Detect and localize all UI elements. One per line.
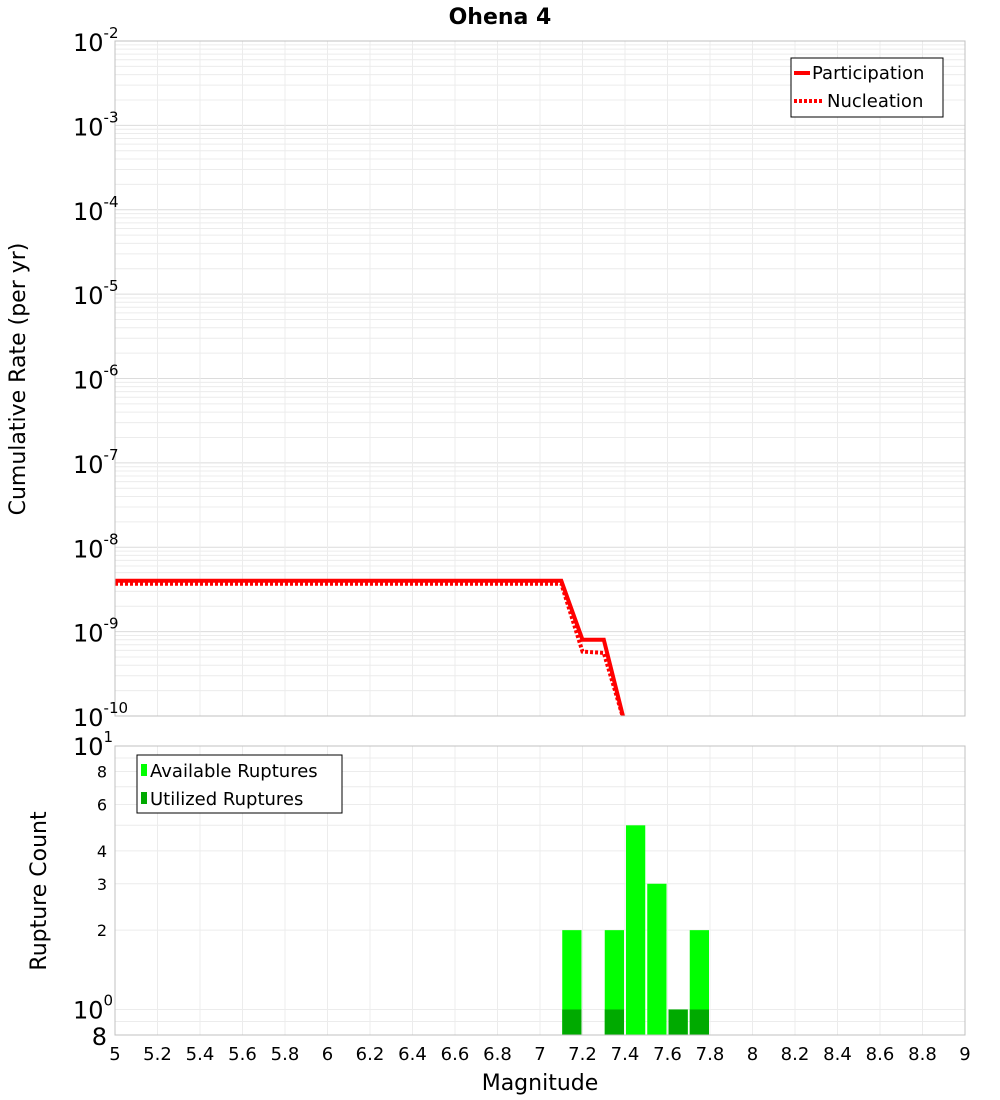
utilized-rupture-bar (604, 1009, 624, 1035)
top-y-tick-label: 10-3 (73, 108, 119, 141)
utilized-legend-label: Utilized Ruptures (150, 789, 303, 810)
top-plot-frame (114, 40, 966, 717)
top-y-tick-label: 10-2 (73, 24, 119, 57)
x-tick-label: 7 (534, 1044, 545, 1065)
bottom-y-tick-label: 3 (97, 875, 107, 894)
available-rupture-bar (604, 930, 624, 1035)
x-tick-label: 8.4 (823, 1044, 852, 1065)
x-tick-label: 9 (959, 1044, 970, 1065)
nucleation-legend-label: Nucleation (827, 91, 923, 112)
top-y-tick-label: 10-5 (73, 277, 119, 310)
x-tick-label: 8.8 (908, 1044, 937, 1065)
bottom-y-axis-label: Rupture Count (27, 811, 52, 971)
bottom-y-tick-label: 6 (97, 795, 107, 814)
x-tick-label: 7.4 (611, 1044, 640, 1065)
x-tick-label: 8.6 (866, 1044, 895, 1065)
top-y-tick-label: 10-6 (73, 362, 119, 395)
top-series (115, 578, 626, 716)
x-tick-label: 6.2 (356, 1044, 385, 1065)
top-y-tick-label: 10-8 (73, 530, 119, 563)
x-tick-label: 6.8 (483, 1044, 512, 1065)
top-legend-box (790, 57, 944, 118)
available-legend-swatch (141, 764, 147, 776)
bottom-plot-frame (114, 745, 966, 1036)
available-rupture-bar (626, 825, 646, 1035)
bottom-y-tick-label: 4 (97, 842, 107, 861)
x-axis-label: Magnitude (482, 1071, 599, 1096)
bottom-y-tick-exponent: 0 (104, 991, 114, 1009)
available-rupture-bar (647, 883, 667, 1035)
top-y-tick-exponent: -8 (104, 530, 119, 548)
available-rupture-bar (562, 930, 582, 1035)
bottom-y-tick-label: 101 (73, 728, 113, 761)
x-tick-label: 7.2 (568, 1044, 597, 1065)
bottom-y-tick-label: 8 (92, 1023, 107, 1051)
x-tick-label: 6 (322, 1044, 333, 1065)
x-tick-label: 6.4 (398, 1044, 427, 1065)
x-tick-label: 7.8 (696, 1044, 725, 1065)
x-tick-label: 7.6 (653, 1044, 682, 1065)
top-y-tick-label: 10-10 (73, 699, 128, 732)
chart-title: Ohena 4 (449, 5, 552, 30)
utilized-rupture-bar (562, 1009, 582, 1035)
top-y-tick-exponent: -7 (104, 446, 119, 464)
top-y-tick-label: 10-9 (73, 615, 119, 648)
x-tick-label: 6.6 (441, 1044, 470, 1065)
bottom-y-tick-label: 2 (97, 921, 107, 940)
bottom-y-tick-exponent: 1 (104, 728, 114, 746)
x-tick-label: 5.4 (186, 1044, 215, 1065)
top-y-tick-label: 10-4 (73, 193, 119, 226)
bottom-y-tick-label: 8 (97, 763, 107, 782)
top-y-tick-exponent: -2 (104, 24, 119, 42)
x-tick-label: 5.8 (271, 1044, 300, 1065)
top-y-tick-exponent: -9 (104, 615, 119, 633)
top-y-axis-label: Cumulative Rate (per yr) (6, 243, 31, 516)
participation-legend-label: Participation (812, 63, 924, 84)
x-tick-label: 5.2 (143, 1044, 172, 1065)
available-rupture-bar (689, 930, 709, 1035)
top-y-tick-exponent: -3 (104, 108, 119, 126)
bottom-legend: Available Ruptures Utilized Ruptures (136, 754, 343, 814)
top-y-tick-exponent: -5 (104, 277, 119, 295)
nucleation-line (115, 581, 625, 716)
bottom-bars (562, 825, 709, 1035)
x-ticks: 5 5.2 5.4 5.6 5.8 6 6.2 6.4 6.6 6.8 7 7.2 7.4 7.6 7.8 8… (109, 1044, 970, 1065)
top-y-tick-label: 10-7 (73, 446, 119, 479)
top-grid (114, 41, 966, 717)
top-y-tick-exponent: -10 (104, 699, 129, 717)
x-tick-label: 5 (109, 1044, 120, 1065)
top-y-tick-exponent: -4 (104, 193, 119, 211)
bottom-y-tick-label: 100 (73, 991, 113, 1024)
top-y-tick-exponent: -6 (104, 362, 119, 380)
utilized-rupture-bar (689, 1009, 709, 1035)
top-legend: Participation Nucleation (790, 57, 944, 118)
x-tick-label: 5.6 (228, 1044, 257, 1065)
participation-line (115, 578, 626, 716)
utilized-rupture-bar (668, 1009, 688, 1035)
x-tick-label: 8 (747, 1044, 758, 1065)
available-legend-label: Available Ruptures (150, 761, 318, 782)
bottom-legend-box (136, 754, 343, 814)
utilized-legend-swatch (141, 792, 147, 804)
x-tick-label: 8.2 (781, 1044, 810, 1065)
